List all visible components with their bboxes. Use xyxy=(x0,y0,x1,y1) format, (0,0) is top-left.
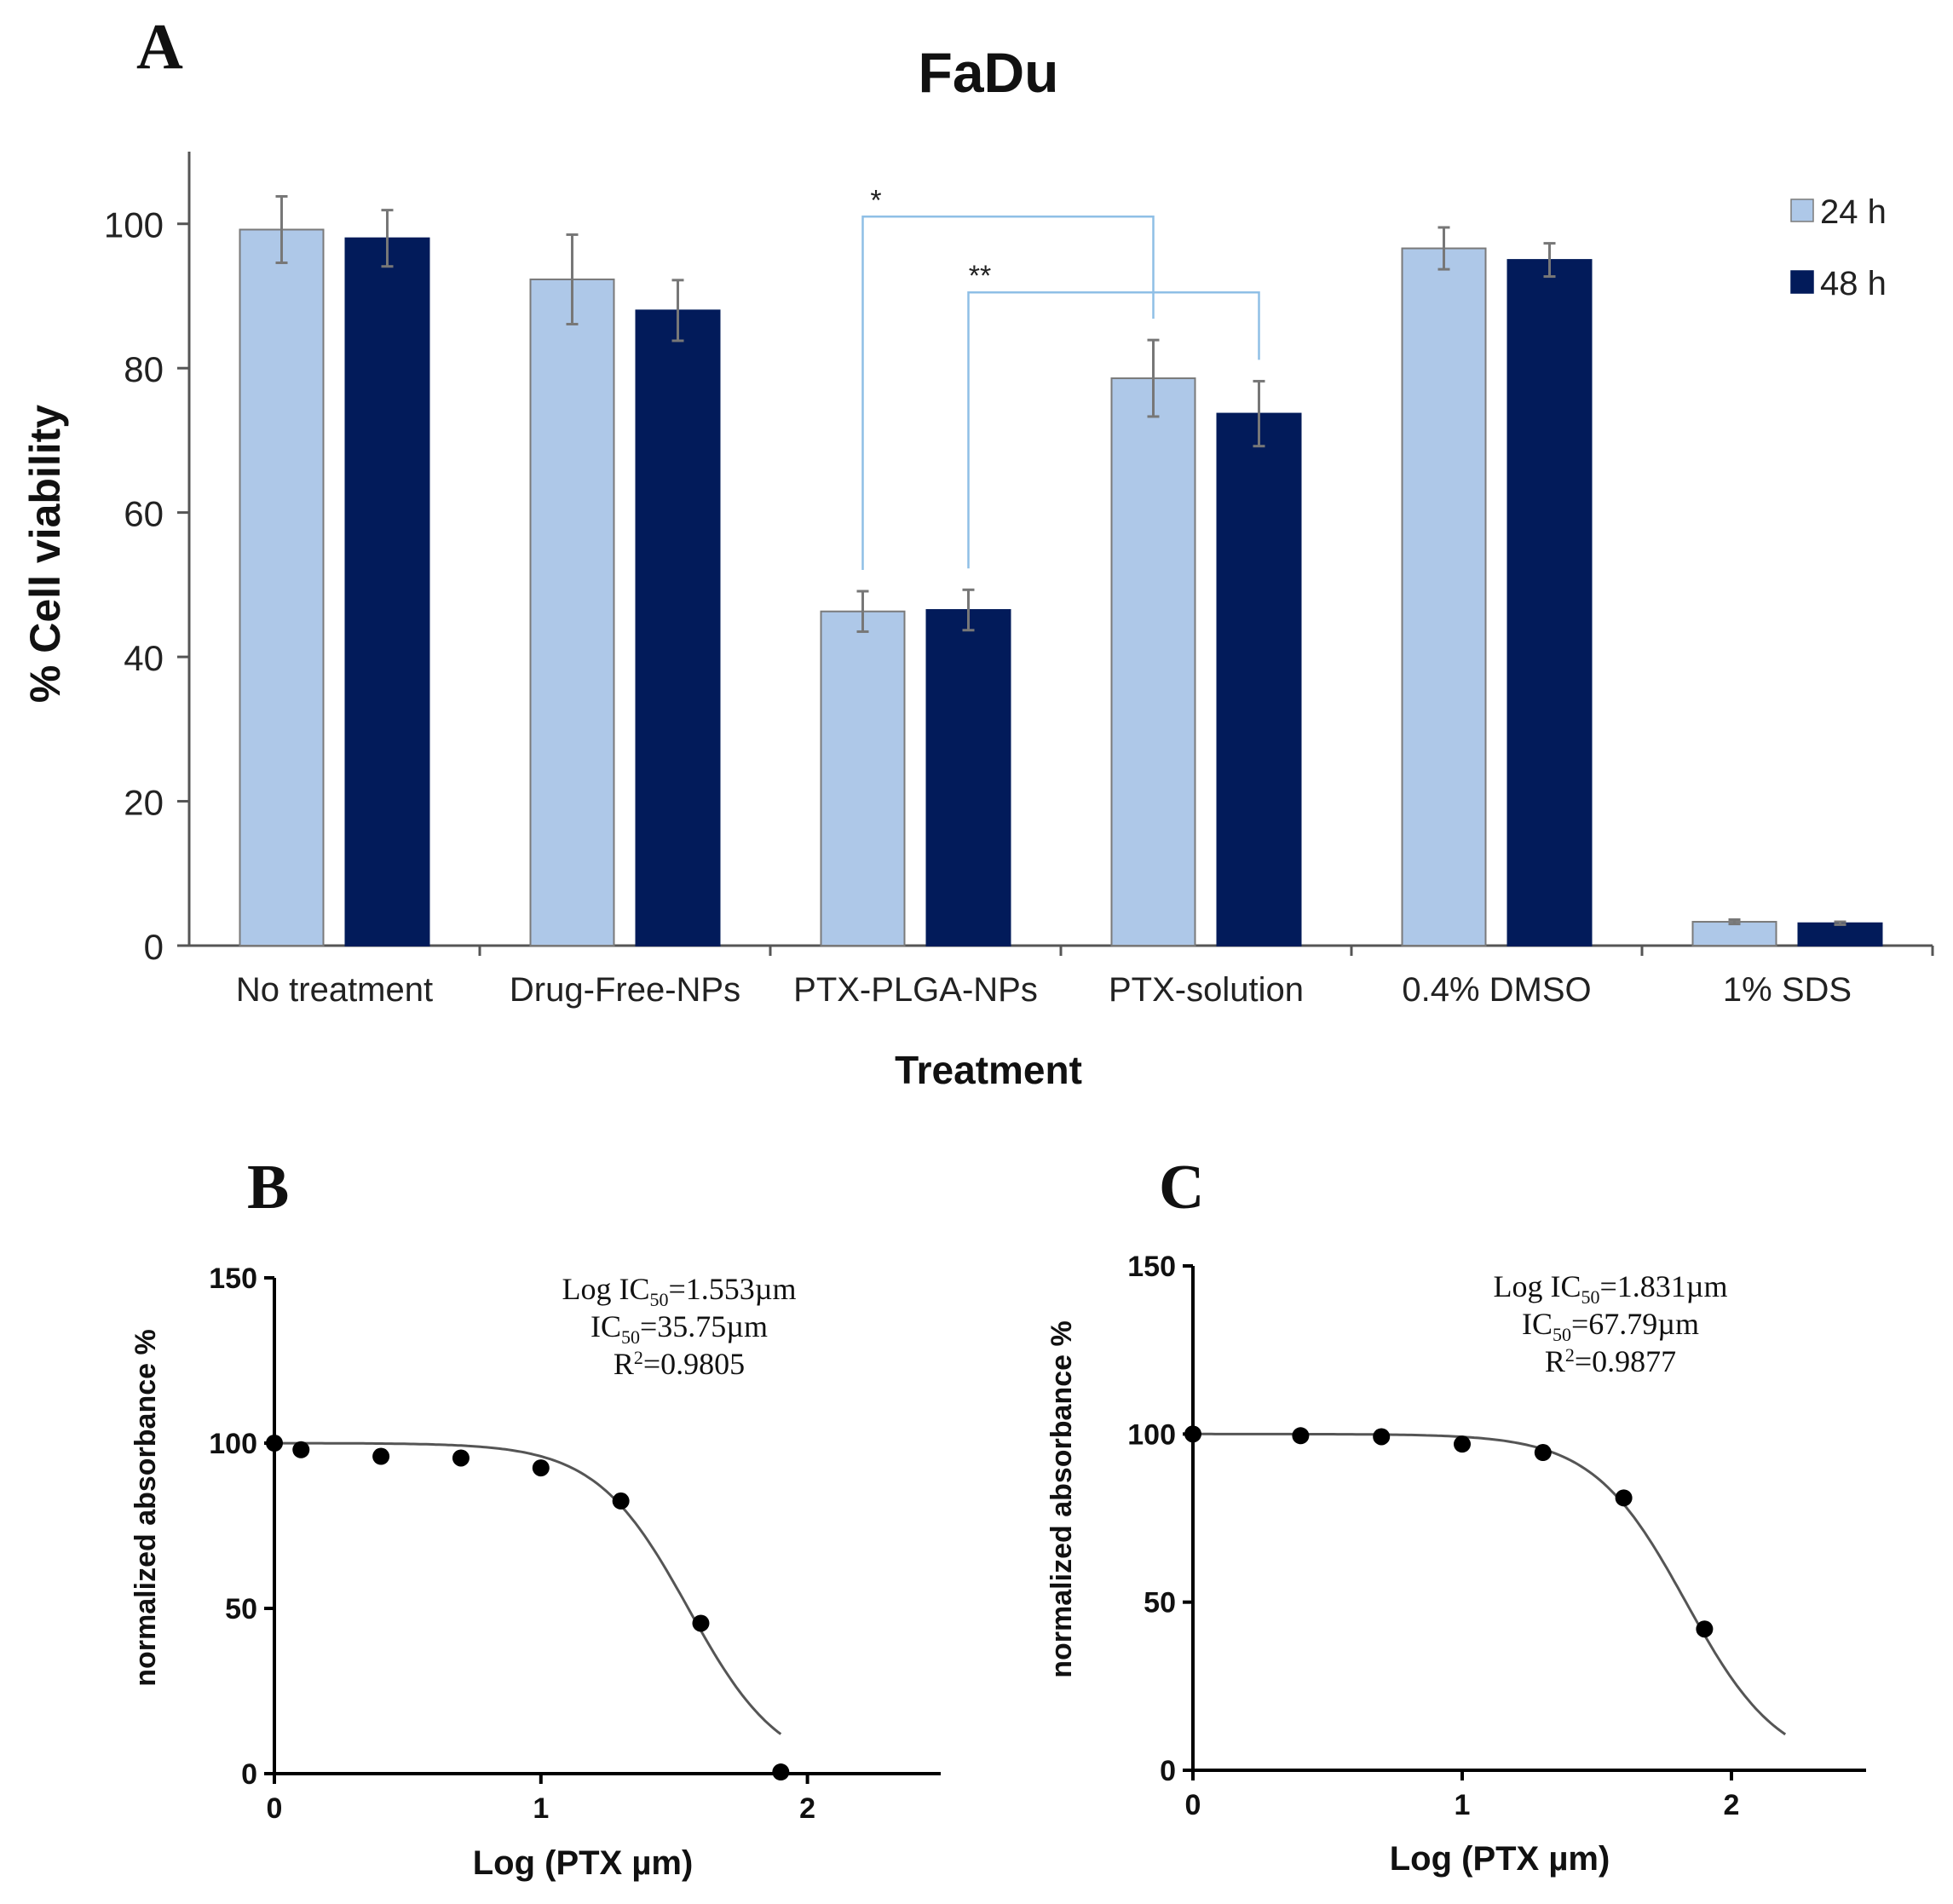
curve-c-data-point xyxy=(1534,1444,1552,1462)
curve-b-x-tick-label: 2 xyxy=(799,1792,815,1825)
bar-24h xyxy=(820,610,906,946)
bar-48h xyxy=(1797,922,1883,946)
bar-y-tick-label: 20 xyxy=(124,783,164,823)
curve-b-data-point xyxy=(452,1449,470,1467)
panel-c: C normalized absorbance % Log (PTX µm) 0… xyxy=(1046,1153,1866,1878)
curve-c-xlabel: Log (PTX µm) xyxy=(1390,1840,1610,1878)
bar-24h xyxy=(529,278,615,946)
curve-b-annotation-line: IC50=35.75µm xyxy=(591,1309,768,1348)
curve-b-data-point xyxy=(692,1614,710,1632)
curve-b-annotation-line: Log IC50=1.553µm xyxy=(562,1272,796,1310)
curve-b-data-point xyxy=(532,1459,550,1477)
curve-b-x-tick-label: 0 xyxy=(267,1792,283,1825)
panel-letter-c: C xyxy=(1159,1153,1204,1222)
panel-b: B normalized absorbance % Log (PTX µm) 0… xyxy=(130,1153,941,1882)
curve-c-x-tick-label: 2 xyxy=(1724,1789,1740,1821)
curve-c-data-point xyxy=(1184,1425,1201,1443)
curve-b-y-tick-label: 0 xyxy=(241,1758,257,1791)
curve-b-y-tick-label: 100 xyxy=(209,1428,257,1460)
bar-48h xyxy=(1507,259,1593,947)
curve-b-data-point xyxy=(372,1447,390,1465)
curve-c-fit-curve xyxy=(1193,1432,1787,1736)
bar-y-tick-label: 100 xyxy=(104,205,164,245)
curve-b-x-tick-label: 1 xyxy=(533,1792,549,1825)
bar-chart-ylabel: % Cell viability xyxy=(21,405,69,703)
curve-b-fit-curve xyxy=(274,1441,782,1735)
curve-c-annotation-line: IC50=67.79µm xyxy=(1522,1307,1699,1345)
bar-48h xyxy=(344,237,430,946)
curve-c-y-tick-label: 150 xyxy=(1127,1251,1176,1283)
curve-c-ylabel: normalized absorbance % xyxy=(1046,1320,1078,1677)
bar-category-label: PTX-solution xyxy=(1109,971,1304,1009)
curve-c-y-tick-label: 100 xyxy=(1127,1418,1176,1451)
significance-bracket xyxy=(967,290,1260,569)
bar-48h xyxy=(1216,412,1302,946)
curve-b-data-point xyxy=(612,1492,630,1510)
bar-y-tick-label: 60 xyxy=(124,494,164,534)
legend-swatch-24h xyxy=(1790,198,1814,222)
legend-label-24h: 24 h xyxy=(1820,193,1887,231)
panel-letter-b: B xyxy=(247,1153,289,1222)
curve-c-data-point xyxy=(1696,1620,1714,1638)
curve-b-annotation-line: R2=0.9805 xyxy=(614,1347,745,1381)
curve-b-y-tick-label: 50 xyxy=(225,1593,257,1625)
bar-category-label: No treatment xyxy=(236,971,433,1009)
curve-c-y-tick-label: 50 xyxy=(1144,1587,1176,1619)
bar-y-tick-label: 80 xyxy=(124,349,164,389)
curve-c-x-tick-label: 1 xyxy=(1455,1789,1471,1821)
significance-bracket xyxy=(861,216,1155,570)
legend-swatch-48h xyxy=(1790,270,1814,294)
curve-c-data-point xyxy=(1292,1427,1310,1445)
bar-chart-title: FaDu xyxy=(919,41,1059,104)
bar-48h xyxy=(635,309,721,946)
bar-category-label: Drug-Free-NPs xyxy=(510,971,740,1009)
bar-chart-xlabel: Treatment xyxy=(895,1048,1082,1092)
curve-b-data-point xyxy=(292,1441,310,1458)
curve-c-data-point xyxy=(1454,1435,1471,1453)
panel-letter-a: A xyxy=(136,11,183,83)
curve-c-data-point xyxy=(1373,1428,1391,1446)
panel-a: A FaDu % Cell viability Treatment 0 20 40 6… xyxy=(21,11,1934,1092)
bar-24h xyxy=(1110,377,1196,946)
bar-24h xyxy=(1691,921,1777,947)
significance-label: ** xyxy=(969,260,991,292)
significance-label: * xyxy=(870,184,881,216)
bar-y-tick-label: 40 xyxy=(124,638,164,678)
bar-category-label: 1% SDS xyxy=(1723,971,1852,1009)
bar-24h xyxy=(1401,247,1487,946)
curve-c-annotation-line: Log IC50=1.831µm xyxy=(1493,1269,1727,1308)
curve-c-x-tick-label: 0 xyxy=(1185,1789,1201,1821)
curve-b-data-point xyxy=(266,1435,283,1452)
curve-b-y-tick-label: 150 xyxy=(209,1263,257,1295)
bar-category-label: 0.4% DMSO xyxy=(1402,971,1591,1009)
legend-label-48h: 48 h xyxy=(1820,265,1887,302)
curve-b-xlabel: Log (PTX µm) xyxy=(473,1844,694,1882)
bar-y-tick-label: 0 xyxy=(144,927,164,967)
curve-c-annotation-line: R2=0.9877 xyxy=(1545,1344,1676,1378)
curve-c-data-point xyxy=(1615,1489,1633,1507)
bar-category-label: PTX-PLGA-NPs xyxy=(793,971,1038,1009)
bar-24h xyxy=(239,228,325,947)
curve-b-ylabel: normalized absorbance % xyxy=(130,1329,162,1686)
curve-b-data-point xyxy=(772,1763,790,1781)
curve-c-y-tick-label: 0 xyxy=(1160,1755,1176,1787)
bar-48h xyxy=(925,609,1011,946)
